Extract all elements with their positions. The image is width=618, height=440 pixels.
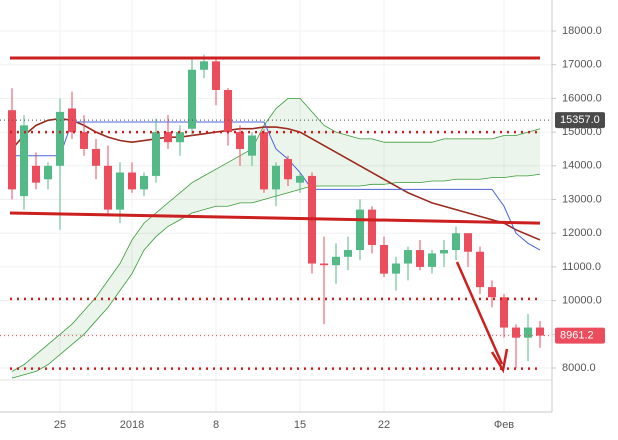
candle-body [92, 148, 100, 166]
x-tick-label: 22 [378, 419, 390, 431]
arrow-shaft [455, 261, 504, 365]
candle-body [200, 61, 208, 70]
candle-body [440, 250, 448, 254]
x-tick-label: Фев [494, 419, 514, 431]
price-tag-label: 15357.0 [560, 114, 600, 126]
candle-body [236, 132, 244, 149]
x-tick-label: 2018 [120, 419, 144, 431]
y-tick-label: 8000.0 [562, 362, 596, 374]
candle-body [464, 233, 472, 252]
cloud-edge [11, 98, 541, 372]
candle-body [368, 209, 376, 245]
candle-body [476, 251, 484, 288]
candle-body [488, 287, 496, 298]
drawing-layer [0, 56, 552, 370]
y-tick-label: 15000.0 [562, 126, 602, 138]
candle-body [104, 165, 112, 210]
y-tick-label: 16000.0 [562, 92, 602, 104]
axis-layer: 8000.09000.010000.011000.012000.013000.0… [54, 25, 605, 431]
candle-body [176, 132, 184, 143]
x-tick-label: 8 [213, 419, 219, 431]
candle-body [272, 165, 280, 190]
candle-body [416, 250, 424, 267]
candle-body [404, 250, 412, 264]
candle-body [356, 209, 364, 251]
candle-body [392, 263, 400, 274]
candle-body [152, 132, 160, 176]
candle-body [80, 132, 88, 149]
candle-body [296, 175, 304, 183]
y-tick-label: 10000.0 [562, 295, 602, 307]
overlay-layer [11, 117, 541, 251]
candle-layer [8, 54, 544, 368]
candle-body [332, 256, 340, 266]
trend-line [9, 211, 541, 225]
candle-body [212, 61, 220, 90]
grid-layer [0, 0, 552, 412]
candle-body [260, 132, 268, 190]
cloud-fill [12, 98, 540, 379]
price-tag [555, 327, 605, 344]
y-tick-label: 14000.0 [562, 160, 602, 172]
candle-body [512, 327, 520, 338]
candle-body [128, 172, 136, 190]
candle-body [188, 69, 196, 129]
arrow-head [490, 348, 509, 374]
price-tag-label: 8961.2 [560, 330, 594, 342]
candle-body [500, 297, 508, 328]
overlay-line [12, 121, 541, 251]
y-tick-label: 12000.0 [562, 227, 602, 239]
candle-body [164, 132, 172, 143]
candle-body [32, 165, 40, 183]
candle-body [428, 253, 436, 267]
candle-body [116, 172, 124, 210]
candle-body [344, 250, 352, 257]
candle-body [524, 327, 532, 338]
candle-body [8, 110, 16, 190]
candle-body [56, 111, 64, 166]
candle-body [224, 89, 232, 133]
candle-body [44, 165, 52, 180]
candle-body [380, 244, 388, 274]
candle-body [452, 233, 460, 251]
candle-body [536, 327, 544, 336]
candle-body [140, 175, 148, 190]
candle-body [248, 135, 256, 156]
y-tick-label: 13000.0 [562, 193, 602, 205]
y-tick-label: 11000.0 [562, 261, 601, 273]
candle-body [20, 125, 28, 197]
overlay-line [11, 117, 541, 241]
candle-body [320, 263, 328, 266]
y-tick-label: 18000.0 [562, 25, 602, 37]
y-tick-label: 17000.0 [562, 59, 602, 71]
x-tick-label: 15 [294, 419, 306, 431]
price-tag [555, 112, 605, 129]
candle-body [284, 159, 292, 180]
x-tick-label: 25 [54, 419, 66, 431]
